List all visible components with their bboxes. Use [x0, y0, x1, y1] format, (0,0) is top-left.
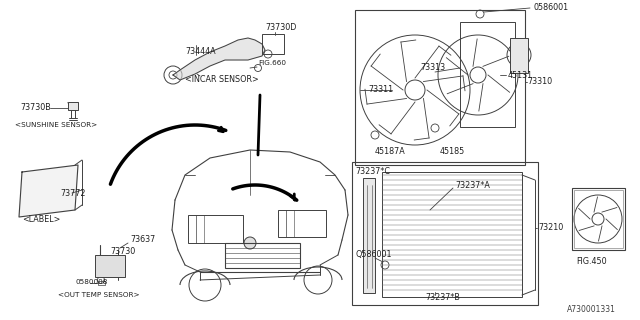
Text: 45131: 45131 — [508, 70, 533, 79]
Bar — [510, 38, 528, 73]
Bar — [574, 190, 623, 248]
Polygon shape — [173, 38, 265, 80]
Bar — [98, 281, 105, 285]
Bar — [188, 215, 243, 243]
Bar — [95, 255, 125, 277]
Bar — [460, 22, 515, 127]
Text: 73210: 73210 — [538, 223, 563, 233]
Text: 73237*A: 73237*A — [455, 180, 490, 189]
Bar — [278, 210, 326, 237]
Text: 73730D: 73730D — [265, 22, 296, 31]
Bar — [355, 10, 525, 165]
Text: <INCAR SENSOR>: <INCAR SENSOR> — [185, 76, 259, 84]
Text: 73311: 73311 — [368, 85, 393, 94]
Polygon shape — [19, 165, 78, 217]
Bar — [68, 102, 78, 110]
Text: 45187A: 45187A — [375, 148, 406, 156]
Text: 73772: 73772 — [60, 188, 86, 197]
Text: 73730B: 73730B — [20, 103, 51, 113]
Bar — [225, 243, 300, 268]
Text: Q586001: Q586001 — [355, 251, 392, 260]
Bar — [382, 172, 522, 297]
Text: FIG.660: FIG.660 — [258, 60, 286, 66]
Text: 0586001: 0586001 — [533, 4, 568, 12]
Text: 45185: 45185 — [440, 148, 465, 156]
Text: 73237*B: 73237*B — [425, 293, 460, 302]
Text: 73730: 73730 — [110, 247, 135, 257]
Text: <SUNSHINE SENSOR>: <SUNSHINE SENSOR> — [15, 122, 97, 128]
Bar — [572, 188, 625, 250]
Text: <LABEL>: <LABEL> — [22, 215, 60, 225]
Text: 73444A: 73444A — [185, 47, 216, 57]
Text: FIG.450: FIG.450 — [576, 258, 607, 267]
Bar — [363, 178, 375, 293]
Circle shape — [244, 237, 256, 249]
Text: 73637: 73637 — [130, 236, 156, 244]
Text: 73313: 73313 — [420, 63, 445, 73]
Bar — [262, 34, 284, 54]
Text: 0580008: 0580008 — [75, 279, 108, 285]
Text: <OUT TEMP SENSOR>: <OUT TEMP SENSOR> — [58, 292, 140, 298]
Text: 73237*C: 73237*C — [355, 167, 390, 177]
Bar — [352, 162, 538, 305]
Text: 73310: 73310 — [527, 77, 552, 86]
Text: A730001331: A730001331 — [567, 306, 616, 315]
